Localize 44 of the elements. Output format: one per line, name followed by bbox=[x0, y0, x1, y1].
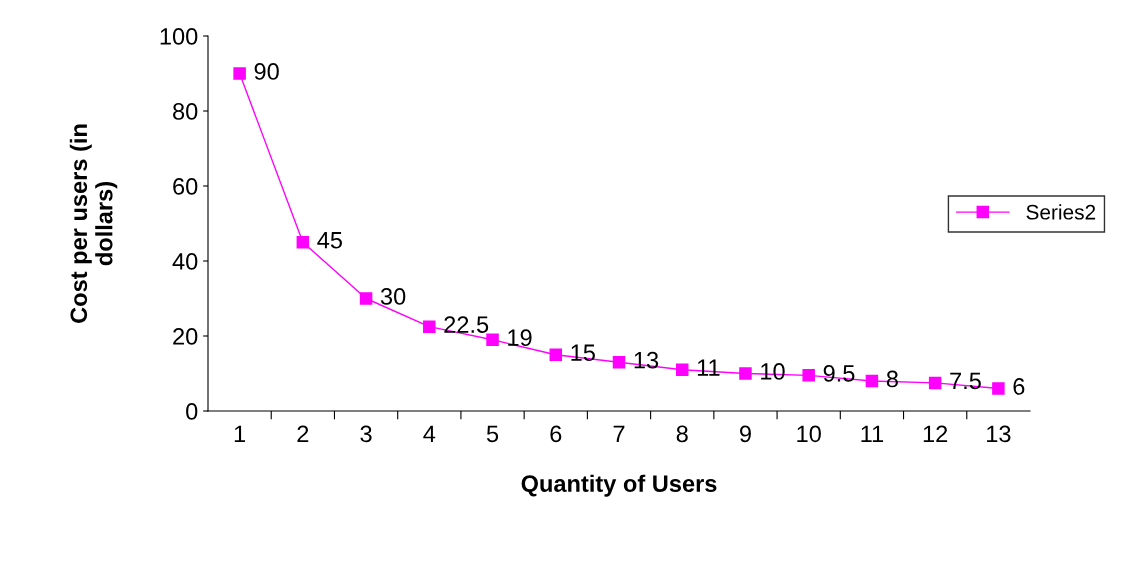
y-tick-label: 80 bbox=[173, 103, 198, 120]
y-tick-label: 100 bbox=[160, 28, 198, 45]
point bbox=[612, 355, 626, 369]
data-label: 30 bbox=[380, 288, 406, 305]
x-tick-label: 7 bbox=[613, 425, 625, 442]
x-tick-label: 10 bbox=[797, 425, 821, 443]
point bbox=[359, 292, 373, 305]
data-label: 15 bbox=[571, 344, 595, 362]
x-tick-label: 4 bbox=[423, 425, 436, 442]
point bbox=[423, 320, 436, 333]
x-tick-label: 1 bbox=[234, 425, 246, 442]
x-tick-label: 5 bbox=[486, 425, 499, 443]
y-tick-label: 60 bbox=[173, 178, 198, 195]
point bbox=[928, 376, 942, 390]
point bbox=[675, 363, 689, 377]
point bbox=[549, 348, 563, 362]
point bbox=[739, 367, 752, 380]
x-tick-label: 2 bbox=[297, 425, 309, 442]
x-tick-label: 9 bbox=[740, 425, 751, 443]
y-tick-label: 0 bbox=[186, 403, 198, 420]
point bbox=[865, 374, 879, 388]
legend-label: Series2 bbox=[1026, 204, 1096, 220]
data-label: 90 bbox=[254, 63, 279, 80]
point bbox=[486, 333, 499, 347]
x-tick-label: 8 bbox=[676, 425, 688, 443]
point bbox=[802, 369, 815, 382]
data-label: 22.5 bbox=[444, 316, 489, 333]
y-tick-label: 20 bbox=[173, 328, 198, 345]
x-tick-label: 3 bbox=[360, 425, 372, 443]
data-label: 19 bbox=[508, 329, 532, 347]
x-tick-label: 13 bbox=[987, 425, 1011, 443]
x-tick-label: 12 bbox=[923, 425, 948, 442]
data-label: 13 bbox=[634, 351, 659, 369]
data-label: 6 bbox=[1013, 378, 1025, 395]
y-axis-title: Cost per users (in dollars) bbox=[69, 124, 118, 323]
x-tick-label: 11 bbox=[861, 425, 884, 442]
data-label: 9.5 bbox=[823, 364, 855, 382]
data-label: 45 bbox=[317, 232, 343, 249]
point bbox=[992, 382, 1005, 395]
y-tick-label: 40 bbox=[172, 253, 198, 270]
point bbox=[233, 67, 246, 80]
point bbox=[296, 235, 310, 249]
x-axis-title: Quantity of Users bbox=[521, 474, 717, 497]
x-tick-label: 6 bbox=[550, 425, 562, 443]
